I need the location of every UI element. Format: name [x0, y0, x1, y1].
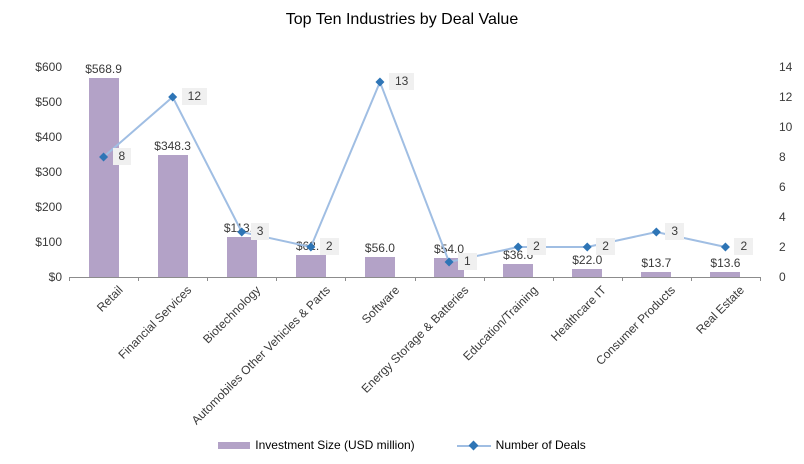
legend-line-swatch	[456, 440, 491, 450]
y-axis-left-label: $100	[35, 235, 62, 249]
diamond-marker-icon	[99, 152, 109, 162]
y-axis-left-label: $500	[35, 95, 62, 109]
bar-value-label: $13.7	[641, 256, 672, 271]
y-axis-right-label: 2	[779, 240, 786, 254]
bar	[434, 258, 465, 277]
diamond-marker-icon	[306, 242, 316, 252]
bar	[364, 257, 395, 277]
bar	[226, 237, 257, 277]
y-axis-right-label: 4	[779, 210, 786, 224]
bar	[503, 264, 534, 277]
y-axis-right-label: 8	[779, 150, 786, 164]
deal-count-label: 13	[388, 73, 415, 90]
legend-bar-label: Investment Size (USD million)	[255, 438, 415, 452]
bar	[157, 155, 188, 277]
deal-count-label: 3	[665, 223, 685, 240]
y-axis-left-label: $600	[35, 60, 62, 74]
bar-value-label: $22.0	[572, 253, 603, 268]
deal-count-label: 2	[527, 238, 546, 255]
legend: Investment Size (USD million) Number of …	[0, 438, 804, 452]
deal-count-label: 2	[734, 238, 754, 255]
diamond-marker-icon	[651, 227, 661, 237]
axis-tick	[276, 277, 278, 281]
y-axis-right-label: 6	[779, 180, 786, 194]
diamond-marker-icon	[513, 242, 523, 252]
bar	[572, 269, 603, 277]
axis-tick	[138, 277, 140, 281]
diamond-marker-icon	[168, 92, 178, 102]
axis-tick	[207, 277, 209, 281]
bar	[88, 77, 119, 277]
axis-tick	[760, 277, 761, 281]
diamond-marker-icon	[720, 242, 730, 252]
axis-tick	[345, 277, 347, 281]
diamond-marker-icon	[375, 77, 385, 87]
y-axis-left-label: $300	[35, 165, 62, 179]
axis-tick	[483, 277, 485, 281]
line-path	[102, 79, 726, 264]
y-axis-left-label: $0	[48, 270, 62, 284]
deal-count-label: 2	[319, 238, 339, 255]
axis-tick	[690, 277, 692, 281]
y-axis-left-label: $200	[35, 200, 62, 214]
axis-tick	[414, 277, 416, 281]
bar-value-label: $54.0	[434, 242, 465, 257]
legend-line-label: Number of Deals	[495, 438, 586, 452]
y-axis-right-label: 10	[779, 120, 793, 134]
axis-tick	[552, 277, 554, 281]
y-axis-right-label: 12	[779, 90, 793, 104]
bar-value-label: $36.6	[503, 248, 534, 263]
diamond-marker-icon	[444, 257, 454, 267]
axis-tick	[621, 277, 623, 281]
chart-title: Top Ten Industries by Deal Value	[285, 11, 519, 28]
y-axis-left-label: $400	[35, 130, 62, 144]
bar-value-label: $13.6	[710, 256, 741, 271]
deal-count-label: 1	[458, 253, 477, 270]
legend-item-number-of-deals: Number of Deals	[456, 438, 586, 452]
bar	[641, 272, 672, 277]
diamond-marker-icon	[468, 440, 479, 450]
y-axis-right-label: 14	[779, 60, 793, 74]
bar	[710, 272, 741, 277]
legend-bar-swatch	[218, 441, 251, 449]
bar-value-label: $56.0	[364, 241, 395, 256]
bar-value-label: $348.3	[154, 139, 191, 154]
y-axis-right-label: 0	[779, 270, 786, 284]
deal-count-label: 8	[112, 148, 132, 165]
bar-value-label: $568.9	[85, 61, 122, 76]
deal-count-label: 2	[596, 238, 615, 255]
axis-tick	[69, 277, 70, 281]
diamond-marker-icon	[237, 227, 247, 237]
legend-item-investment-size: Investment Size (USD million)	[218, 438, 415, 452]
deal-count-label: 3	[250, 223, 270, 240]
deal-count-label: 12	[181, 88, 207, 105]
bar	[295, 255, 326, 277]
diamond-marker-icon	[582, 242, 592, 252]
